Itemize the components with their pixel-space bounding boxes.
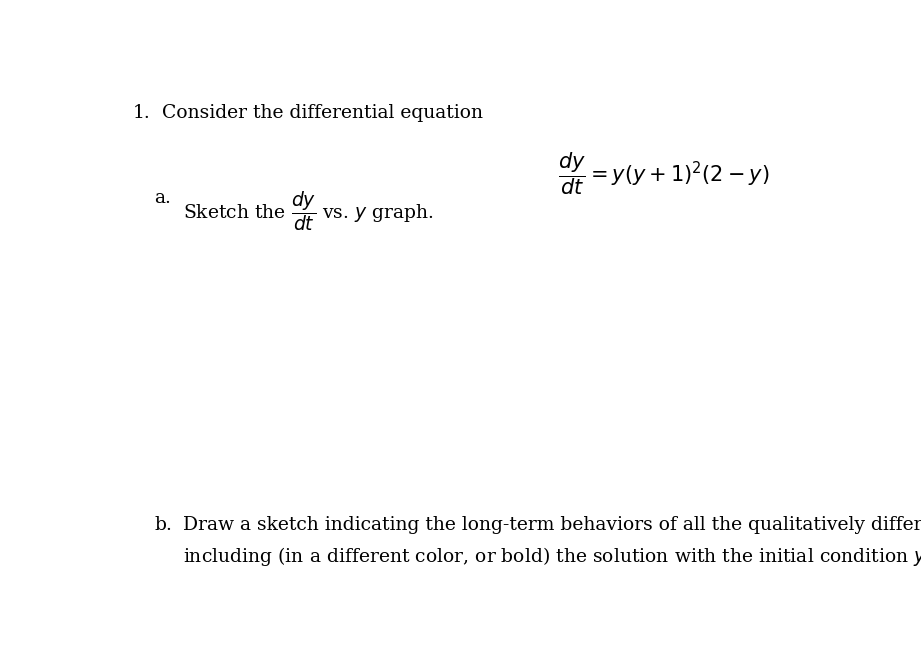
Text: a.: a. bbox=[155, 189, 171, 207]
Text: Sketch the $\dfrac{dy}{dt}$ vs. $y$ graph.: Sketch the $\dfrac{dy}{dt}$ vs. $y$ grap… bbox=[183, 189, 434, 232]
Text: including (in a different color, or bold) the solution with the initial conditio: including (in a different color, or bold… bbox=[183, 545, 921, 567]
Text: 1.: 1. bbox=[133, 104, 151, 122]
Text: b.: b. bbox=[155, 517, 172, 535]
Text: Draw a sketch indicating the long-term behaviors of all the qualitatively differ: Draw a sketch indicating the long-term b… bbox=[183, 517, 921, 535]
Text: $\dfrac{dy}{dt} = y(y + 1)^{2}(2 - y)$: $\dfrac{dy}{dt} = y(y + 1)^{2}(2 - y)$ bbox=[557, 150, 769, 196]
Text: Consider the differential equation: Consider the differential equation bbox=[161, 104, 483, 122]
